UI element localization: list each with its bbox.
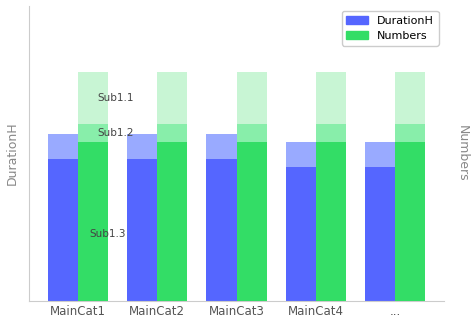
Text: Sub1.2: Sub1.2 bbox=[97, 128, 134, 138]
Bar bbox=[316, 72, 346, 123]
Bar bbox=[286, 167, 316, 301]
Bar bbox=[78, 123, 108, 142]
Text: Sub1.3: Sub1.3 bbox=[89, 229, 126, 239]
Bar bbox=[316, 123, 346, 142]
Y-axis label: Numbers: Numbers bbox=[456, 125, 468, 181]
Legend: DurationH, Numbers: DurationH, Numbers bbox=[342, 11, 438, 46]
Bar bbox=[157, 142, 187, 301]
Bar bbox=[157, 123, 187, 142]
Bar bbox=[395, 142, 425, 301]
Bar bbox=[206, 159, 237, 301]
Text: Sub1.1: Sub1.1 bbox=[97, 93, 134, 103]
Bar bbox=[48, 134, 78, 159]
Bar bbox=[48, 159, 78, 301]
Bar bbox=[127, 159, 157, 301]
Bar bbox=[237, 72, 267, 123]
Bar bbox=[78, 72, 108, 123]
Y-axis label: DurationH: DurationH bbox=[6, 121, 18, 185]
Bar bbox=[237, 123, 267, 142]
Bar bbox=[237, 142, 267, 301]
Bar bbox=[206, 134, 237, 159]
Bar bbox=[365, 167, 395, 301]
Bar bbox=[286, 142, 316, 167]
Bar bbox=[127, 134, 157, 159]
Bar bbox=[395, 123, 425, 142]
Bar bbox=[316, 142, 346, 301]
Bar bbox=[78, 142, 108, 301]
Bar bbox=[157, 72, 187, 123]
Bar bbox=[365, 142, 395, 167]
Bar bbox=[395, 72, 425, 123]
